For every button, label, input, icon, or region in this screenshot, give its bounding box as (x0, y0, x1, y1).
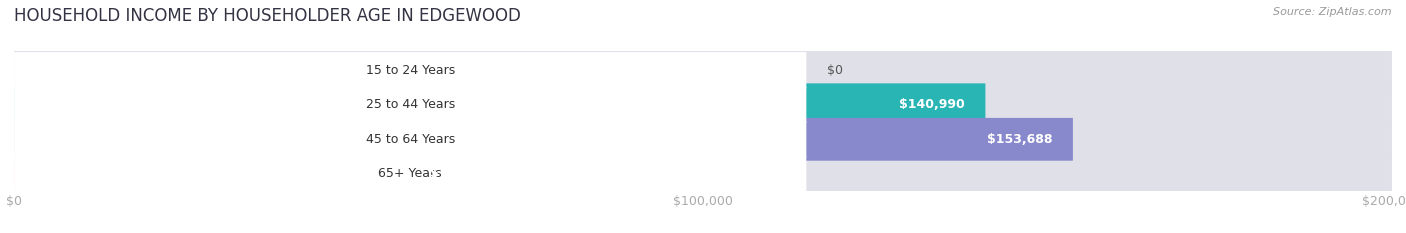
FancyBboxPatch shape (14, 83, 1392, 126)
FancyBboxPatch shape (14, 152, 508, 195)
FancyBboxPatch shape (14, 118, 1073, 161)
Text: $71,645: $71,645 (430, 167, 486, 180)
Text: $140,990: $140,990 (898, 98, 965, 111)
Text: 25 to 44 Years: 25 to 44 Years (366, 98, 454, 111)
Text: 15 to 24 Years: 15 to 24 Years (366, 64, 454, 77)
FancyBboxPatch shape (14, 121, 807, 158)
FancyBboxPatch shape (14, 49, 1392, 92)
FancyBboxPatch shape (14, 83, 986, 126)
Text: HOUSEHOLD INCOME BY HOUSEHOLDER AGE IN EDGEWOOD: HOUSEHOLD INCOME BY HOUSEHOLDER AGE IN E… (14, 7, 522, 25)
Text: $0: $0 (827, 64, 844, 77)
FancyBboxPatch shape (14, 152, 1392, 195)
Text: 65+ Years: 65+ Years (378, 167, 441, 180)
Text: 45 to 64 Years: 45 to 64 Years (366, 133, 454, 146)
FancyBboxPatch shape (14, 118, 1392, 161)
Text: Source: ZipAtlas.com: Source: ZipAtlas.com (1274, 7, 1392, 17)
FancyBboxPatch shape (14, 156, 807, 192)
FancyBboxPatch shape (14, 52, 807, 89)
Text: $153,688: $153,688 (987, 133, 1052, 146)
FancyBboxPatch shape (14, 87, 807, 123)
